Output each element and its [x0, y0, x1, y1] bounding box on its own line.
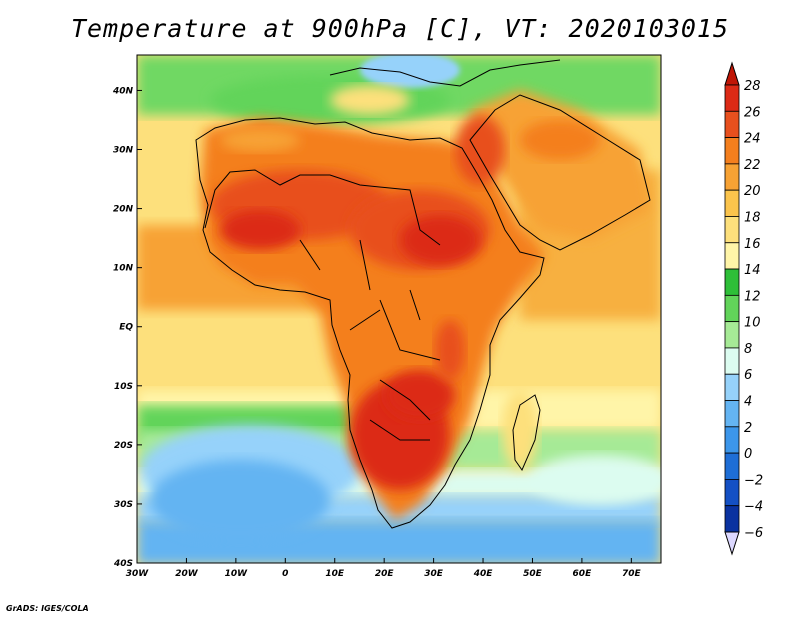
colorbar-segment — [724, 452, 740, 480]
lon-tick-label: 20E — [375, 569, 395, 579]
lat-tick-label: 30N — [113, 146, 134, 156]
lat-tick-label: 10N — [113, 264, 134, 274]
colorbar-label: 2 — [744, 421, 752, 436]
colorbar-label: 6 — [744, 368, 752, 383]
lon-tick-label: 20W — [175, 569, 199, 579]
colorbar-label: 28 — [744, 79, 761, 94]
colorbar-segment — [724, 294, 740, 323]
lon-tick-label: 60E — [573, 569, 593, 579]
temperature-field — [137, 55, 661, 563]
lon-tick-label: 10W — [225, 569, 249, 579]
colorbar-label: −4 — [744, 500, 763, 515]
lat-tick-label: 20S — [114, 441, 133, 451]
colorbar-segment — [724, 242, 740, 270]
colorbar-label: 22 — [744, 158, 761, 173]
colorbar-label: 20 — [744, 184, 761, 199]
colorbar-segment — [724, 110, 740, 138]
credit-label: GrADS: IGES/COLA — [6, 604, 89, 613]
colorbar-segment — [724, 505, 740, 533]
colorbar-label: 18 — [744, 210, 761, 225]
colorbar-segment — [724, 373, 740, 401]
colorbar-segment — [724, 479, 740, 507]
colorbar-label: 26 — [744, 105, 761, 120]
colorbar-segment — [724, 426, 740, 454]
lat-tick-label: 40N — [112, 86, 134, 96]
map-title: Temperature at 900hPa [C], VT: 202010301… — [70, 14, 730, 43]
colorbar-label: 24 — [744, 132, 761, 147]
colorbar-label: 10 — [744, 316, 761, 331]
colorbar-label: 8 — [744, 342, 752, 357]
lat-tick-label: 20N — [113, 205, 134, 215]
colorbar-segment — [724, 321, 740, 349]
colorbar-segment — [724, 347, 740, 375]
lat-tick-label: 10S — [114, 382, 133, 392]
colorbar-segment — [724, 163, 740, 191]
axis-ticks: 30W 20W 10W 0 10E 20E 30E 40E 50E 60E 70E 40N 30N 20N… — [112, 86, 642, 579]
coastlines — [195, 59, 651, 529]
colorbar-label: 12 — [744, 289, 761, 304]
colorbar-label: 0 — [744, 447, 752, 462]
lat-tick-label: 30S — [114, 500, 133, 510]
colorbar-label: −2 — [744, 473, 763, 488]
lon-tick-label: 50E — [523, 569, 543, 579]
colorbar-segment — [724, 84, 740, 112]
lon-tick-label: 40E — [473, 569, 494, 579]
lat-tick-label: EQ — [119, 323, 133, 333]
colorbar-label: 14 — [744, 263, 761, 278]
lon-tick-label: 10E — [325, 569, 345, 579]
map-frame — [136, 54, 662, 564]
colorbar-bottom-arrow — [724, 531, 740, 556]
lon-tick-label: 30E — [424, 569, 444, 579]
colorbar-segment — [724, 216, 740, 244]
colorbar-top-arrow — [724, 61, 740, 86]
colorbar-segment — [724, 137, 740, 165]
colorbar-label: −6 — [744, 526, 763, 541]
colorbar-segment — [724, 268, 740, 296]
lat-tick-label: 40S — [113, 559, 133, 569]
colorbar-label: 4 — [744, 395, 752, 410]
lon-tick-label: 70E — [622, 569, 642, 579]
colorbar-segment — [724, 400, 740, 428]
lon-tick-label: 0 — [282, 569, 288, 579]
colorbar-label: 16 — [744, 237, 761, 252]
colorbar-segment — [724, 189, 740, 217]
lon-tick-label: 30W — [126, 569, 150, 579]
